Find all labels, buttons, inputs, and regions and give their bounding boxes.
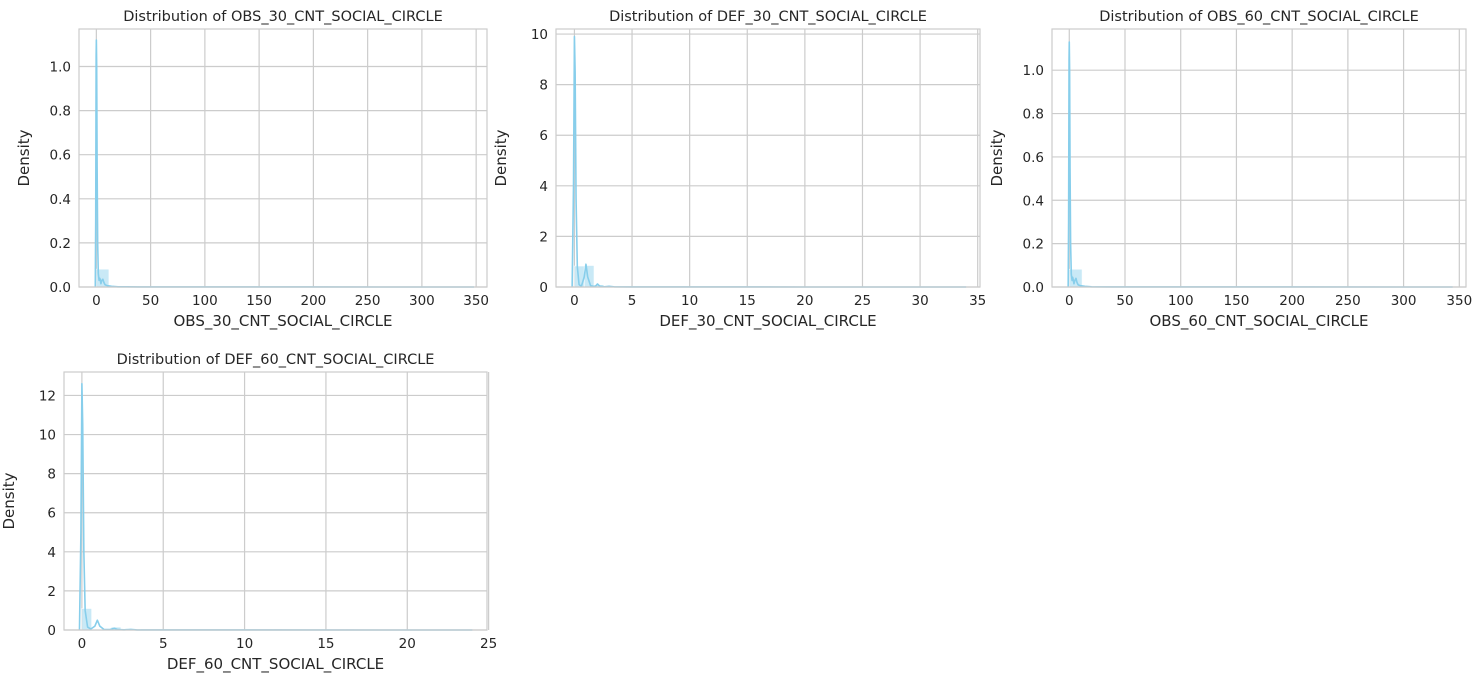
chart-title: Distribution of OBS_60_CNT_SOCIAL_CIRCLE [1099,9,1419,25]
x-tick-label: 100 [1168,293,1194,309]
x-tick-label: 20 [399,636,416,652]
y-axis-label: Density [988,129,1006,186]
x-tick-label: 10 [681,293,698,309]
plot-frame [1051,28,1467,288]
y-tick-label: 1.0 [1023,63,1044,79]
x-tick-label: 10 [236,636,253,652]
x-tick-label: 0 [78,636,87,652]
x-tick-label: 50 [1116,293,1133,309]
plot-area [64,372,487,630]
x-tick-label: 250 [355,293,381,309]
y-tick-label: 0.6 [1023,150,1044,166]
x-tick-label: 15 [317,636,334,652]
y-tick-label: 8 [47,467,56,483]
x-tick-label: 0 [1065,293,1074,309]
plot-area [79,29,487,287]
y-tick-label: 4 [539,179,548,195]
y-axis-label: Density [0,472,18,529]
x-axis-label: OBS_60_CNT_SOCIAL_CIRCLE [1149,312,1368,331]
plot-frame [555,28,981,288]
y-tick-label: 6 [539,128,548,144]
x-tick-label: 150 [1224,293,1250,309]
y-tick-label: 0.4 [50,192,71,208]
y-tick-label: 0.6 [50,148,71,164]
x-tick-label: 0 [570,293,579,309]
y-tick-label: 0 [539,280,548,296]
chart-panel-3: 0 50 100 150 200 250 300 350 0.0 0.2 0.4 0.6 0.8 1.0 D… [988,9,1472,331]
x-tick-label: 100 [192,293,218,309]
x-axis-label: OBS_30_CNT_SOCIAL_CIRCLE [173,312,392,331]
y-tick-label: 2 [539,229,548,245]
x-tick-label: 35 [969,293,986,309]
x-tick-label: 350 [463,293,489,309]
y-axis-label: Density [492,129,510,186]
x-tick-label: 5 [159,636,168,652]
y-tick-label: 0.4 [1023,193,1044,209]
x-tick-label: 15 [739,293,756,309]
chart-title: Distribution of DEF_30_CNT_SOCIAL_CIRCLE [609,9,927,25]
chart-panel-4: 0 5 10 15 20 25 0 2 4 6 8 10 12 Distribution of DEF_6… [0,352,497,674]
y-tick-label: 0.0 [50,280,71,296]
plot-frame [63,371,488,631]
x-tick-label: 25 [480,636,497,652]
plot-frame [78,28,488,288]
y-tick-label: 10 [39,428,56,444]
y-tick-label: 4 [47,545,56,561]
x-tick-label: 300 [1391,293,1417,309]
y-tick-label: 6 [47,506,56,522]
x-axis-label: DEF_60_CNT_SOCIAL_CIRCLE [167,655,384,674]
x-tick-label: 30 [911,293,928,309]
y-tick-label: 10 [531,27,548,43]
x-tick-label: 250 [1335,293,1361,309]
y-tick-label: 0.8 [50,104,71,120]
chart-panel-1: 0 50 100 150 200 250 300 350 0.0 0.2 0.4 0.6 0.8 1.0 D… [15,9,489,331]
y-tick-label: 0 [47,623,56,639]
x-tick-label: 350 [1446,293,1472,309]
y-tick-label: 0.2 [1023,237,1044,253]
y-tick-label: 1.0 [50,59,71,75]
chart-title: Distribution of DEF_60_CNT_SOCIAL_CIRCLE [117,352,435,368]
y-axis-label: Density [15,129,33,186]
y-tick-label: 0.8 [1023,107,1044,123]
plot-area [556,29,980,287]
chart-panel-2: 0 5 10 15 20 25 30 35 0 2 4 6 8 10 Distribution of DEF… [492,9,986,331]
chart-title: Distribution of OBS_30_CNT_SOCIAL_CIRCLE [123,9,443,25]
y-tick-label: 8 [539,78,548,94]
y-tick-label: 0.0 [1023,280,1044,296]
y-tick-label: 0.2 [50,236,71,252]
x-tick-label: 50 [142,293,159,309]
x-tick-label: 25 [854,293,871,309]
x-tick-label: 200 [1279,293,1305,309]
x-tick-label: 150 [246,293,272,309]
y-tick-label: 2 [47,584,56,600]
x-tick-label: 20 [796,293,813,309]
x-tick-label: 300 [409,293,435,309]
x-tick-label: 0 [92,293,101,309]
x-tick-label: 200 [300,293,326,309]
x-axis-label: DEF_30_CNT_SOCIAL_CIRCLE [659,312,876,331]
x-tick-label: 5 [628,293,637,309]
y-tick-label: 12 [39,388,56,404]
